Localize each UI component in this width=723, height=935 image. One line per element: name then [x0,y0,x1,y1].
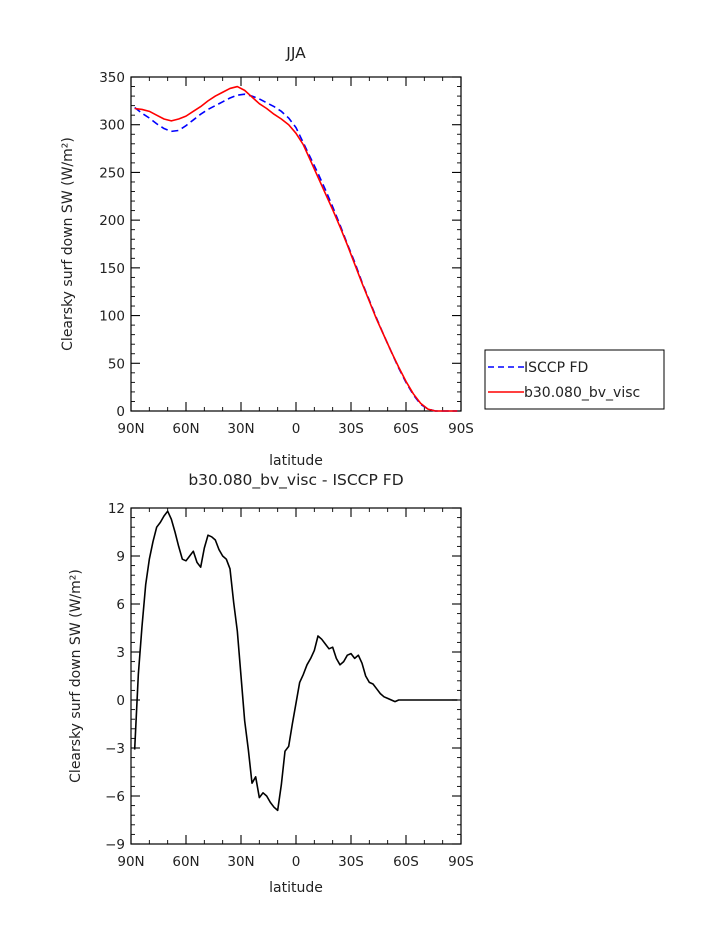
top-series-line-1 [134,85,458,412]
top-chart-title: JJA [285,44,306,62]
top-xtick-label: 30N [227,421,254,437]
legend-box [484,349,665,410]
top-chart-xlabel: latitude [269,453,323,469]
bottom-chart-title: b30.080_bv_visc - ISCCP FD [188,471,403,490]
top-ytick-label: 0 [116,404,125,420]
bottom-xtick-label: 30N [227,854,254,870]
bottom-chart-frame [130,507,462,845]
bottom-ytick-label: 12 [108,501,125,517]
top-xtick-label: 0 [292,421,301,437]
bottom-ytick-label: 6 [116,597,125,613]
top-chart-legend: ISCCP FD b30.080_bv_visc [484,349,665,410]
bottom-xtick-label: 30S [338,854,364,870]
top-xtick-label: 60N [172,421,199,437]
top-ytick-label: 250 [99,165,125,181]
top-xtick-label: 30S [338,421,364,437]
bottom-xtick-label: 0 [292,854,301,870]
top-xtick-label: 90S [448,421,474,437]
bottom-chart-xlabel: latitude [269,880,323,896]
bottom-xtick-label: 60S [393,854,419,870]
bottom-xtick-label: 60N [172,854,199,870]
top-ytick-label: 200 [99,213,125,229]
bottom-xtick-label: 90N [117,854,144,870]
top-ytick-label: 300 [99,118,125,134]
top-chart-ylabel: Clearsky surf down SW (W/m²) [60,137,76,351]
bottom-ytick-label: 9 [116,549,125,565]
bottom-chart-panel: b30.080_bv_visc - ISCCP FD −9 −6 −3 0 3 6 9 12 9… [68,471,474,896]
top-xtick-label: 60S [393,421,419,437]
top-ytick-label: 350 [99,70,125,86]
bottom-xtick-label: 90S [448,854,474,870]
bottom-ytick-label: −3 [105,741,125,757]
top-xtick-label: 90N [117,421,144,437]
top-ytick-label: 50 [108,356,125,372]
top-ytick-label: 100 [99,309,125,325]
legend-label-b30: b30.080_bv_visc [524,385,640,401]
bottom-chart-ylabel: Clearsky surf down SW (W/m²) [68,569,84,783]
bottom-ytick-label: 0 [116,693,125,709]
bottom-series-line-0 [133,510,458,812]
bottom-ytick-label: −6 [105,789,125,805]
top-chart-panel: JJA 0 50 100 150 200 250 300 350 90N 60N 30N 0 30S 60… [60,44,665,469]
top-ytick-label: 150 [99,261,125,277]
bottom-ytick-label: 3 [116,645,125,661]
legend-label-isccp: ISCCP FD [524,360,588,376]
top-series-line-0 [134,93,458,412]
bottom-ytick-label: −9 [105,837,125,853]
